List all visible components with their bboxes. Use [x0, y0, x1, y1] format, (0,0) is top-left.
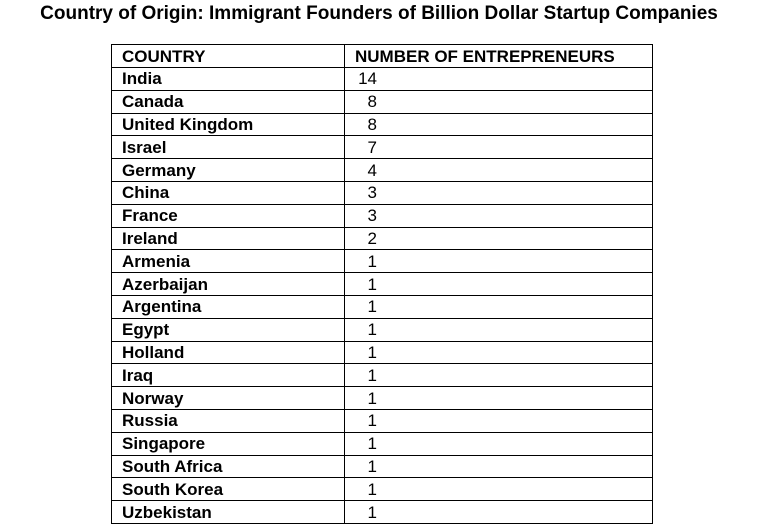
- entrepreneur-count-value: 1: [367, 274, 377, 294]
- entrepreneur-count-value: 1: [367, 320, 377, 340]
- entrepreneur-count-cell: 3: [344, 180, 653, 205]
- country-cell: France: [111, 203, 345, 228]
- table-row: Holland 1: [111, 340, 653, 365]
- entrepreneur-count-value: 1: [367, 434, 377, 454]
- entrepreneur-count-cell: 1: [344, 408, 653, 433]
- table-row: Armenia 1: [111, 249, 653, 274]
- table-row: Uzbekistan 1: [111, 500, 653, 524]
- entrepreneur-count-value: 1: [367, 388, 377, 408]
- table-row: Argentina 1: [111, 294, 653, 319]
- table-header-row: COUNTRY NUMBER OF ENTREPRENEURS: [111, 44, 653, 68]
- entrepreneur-count-cell: 1: [344, 363, 653, 388]
- table-row: China 3: [111, 180, 653, 205]
- country-cell: United Kingdom: [111, 112, 345, 137]
- entrepreneur-count-cell: 1: [344, 454, 653, 479]
- table-row: Singapore 1: [111, 431, 653, 456]
- entrepreneur-count-cell: 1: [344, 317, 653, 342]
- entrepreneur-count-value: 8: [367, 114, 377, 134]
- entrepreneur-count-cell: 1: [344, 294, 653, 319]
- entrepreneur-count-value: 1: [367, 297, 377, 317]
- entrepreneur-count-value: 1: [367, 251, 377, 271]
- table-row: India 14: [111, 67, 653, 91]
- entrepreneur-count-cell: 1: [344, 431, 653, 456]
- country-cell: Russia: [111, 408, 345, 433]
- country-cell: Israel: [111, 135, 345, 160]
- country-cell: Azerbaijan: [111, 272, 345, 296]
- entrepreneur-count-cell: 1: [344, 477, 653, 502]
- country-cell: Egypt: [111, 317, 345, 342]
- table-row: Ireland 2: [111, 226, 653, 251]
- country-cell: China: [111, 180, 345, 205]
- table-row: Norway 1: [111, 386, 653, 410]
- entrepreneur-count-value: 8: [367, 92, 377, 112]
- country-cell: Holland: [111, 340, 345, 365]
- entrepreneur-count-cell: 1: [344, 500, 653, 524]
- country-cell: South Korea: [111, 477, 345, 502]
- entrepreneur-count-cell: 1: [344, 249, 653, 274]
- entrepreneur-count-value: 1: [367, 365, 377, 385]
- table-row: France 3: [111, 203, 653, 228]
- country-cell: Canada: [111, 89, 345, 114]
- table-row: United Kingdom 8: [111, 112, 653, 137]
- country-cell: Ireland: [111, 226, 345, 251]
- table-row: Azerbaijan 1: [111, 272, 653, 296]
- page-title: Country of Origin: Immigrant Founders of…: [40, 3, 718, 24]
- country-cell: Uzbekistan: [111, 500, 345, 524]
- table-row: Canada 8: [111, 89, 653, 114]
- entrepreneur-count-value: 1: [367, 502, 377, 522]
- country-cell: Germany: [111, 158, 345, 182]
- country-cell: Norway: [111, 386, 345, 410]
- entrepreneur-count-value: 14: [358, 69, 377, 89]
- entrepreneur-count-cell: 8: [344, 112, 653, 137]
- table-row: Russia 1: [111, 408, 653, 433]
- entrepreneur-count-value: 7: [367, 137, 377, 157]
- entrepreneur-count-cell: 14: [344, 67, 653, 91]
- entrepreneur-count-cell: 4: [344, 158, 653, 182]
- entrepreneur-count-cell: 1: [344, 386, 653, 410]
- entrepreneur-count-value: 1: [367, 479, 377, 499]
- country-cell: India: [111, 67, 345, 91]
- founders-table: COUNTRY NUMBER OF ENTREPRENEURS India 14 C…: [111, 44, 653, 524]
- country-cell: South Africa: [111, 454, 345, 479]
- entrepreneur-count-value: 3: [367, 206, 377, 226]
- entrepreneur-count-value: 2: [367, 228, 377, 248]
- entrepreneur-count-cell: 1: [344, 272, 653, 296]
- table-row: Israel 7: [111, 135, 653, 160]
- entrepreneur-count-value: 4: [367, 160, 377, 180]
- country-cell: Argentina: [111, 294, 345, 319]
- table-row: Egypt 1: [111, 317, 653, 342]
- entrepreneur-count-value: 3: [367, 183, 377, 203]
- entrepreneur-count-value: 1: [367, 456, 377, 476]
- entrepreneur-count-value: 1: [367, 342, 377, 362]
- entrepreneur-count-cell: 2: [344, 226, 653, 251]
- entrepreneur-count-cell: 7: [344, 135, 653, 160]
- table-row: South Korea 1: [111, 477, 653, 502]
- table-row: Germany 4: [111, 158, 653, 182]
- country-cell: Singapore: [111, 431, 345, 456]
- country-cell: Iraq: [111, 363, 345, 388]
- table-row: Iraq 1: [111, 363, 653, 388]
- column-header-country: COUNTRY: [111, 44, 345, 68]
- entrepreneur-count-cell: 3: [344, 203, 653, 228]
- table-row: South Africa 1: [111, 454, 653, 479]
- country-cell: Armenia: [111, 249, 345, 274]
- entrepreneur-count-cell: 8: [344, 89, 653, 114]
- column-header-entrepreneurs: NUMBER OF ENTREPRENEURS: [344, 44, 653, 68]
- table-body: India 14 Canada 8 United Kingdom 8 Israel 7 Germ…: [111, 67, 653, 524]
- entrepreneur-count-value: 1: [367, 411, 377, 431]
- entrepreneur-count-cell: 1: [344, 340, 653, 365]
